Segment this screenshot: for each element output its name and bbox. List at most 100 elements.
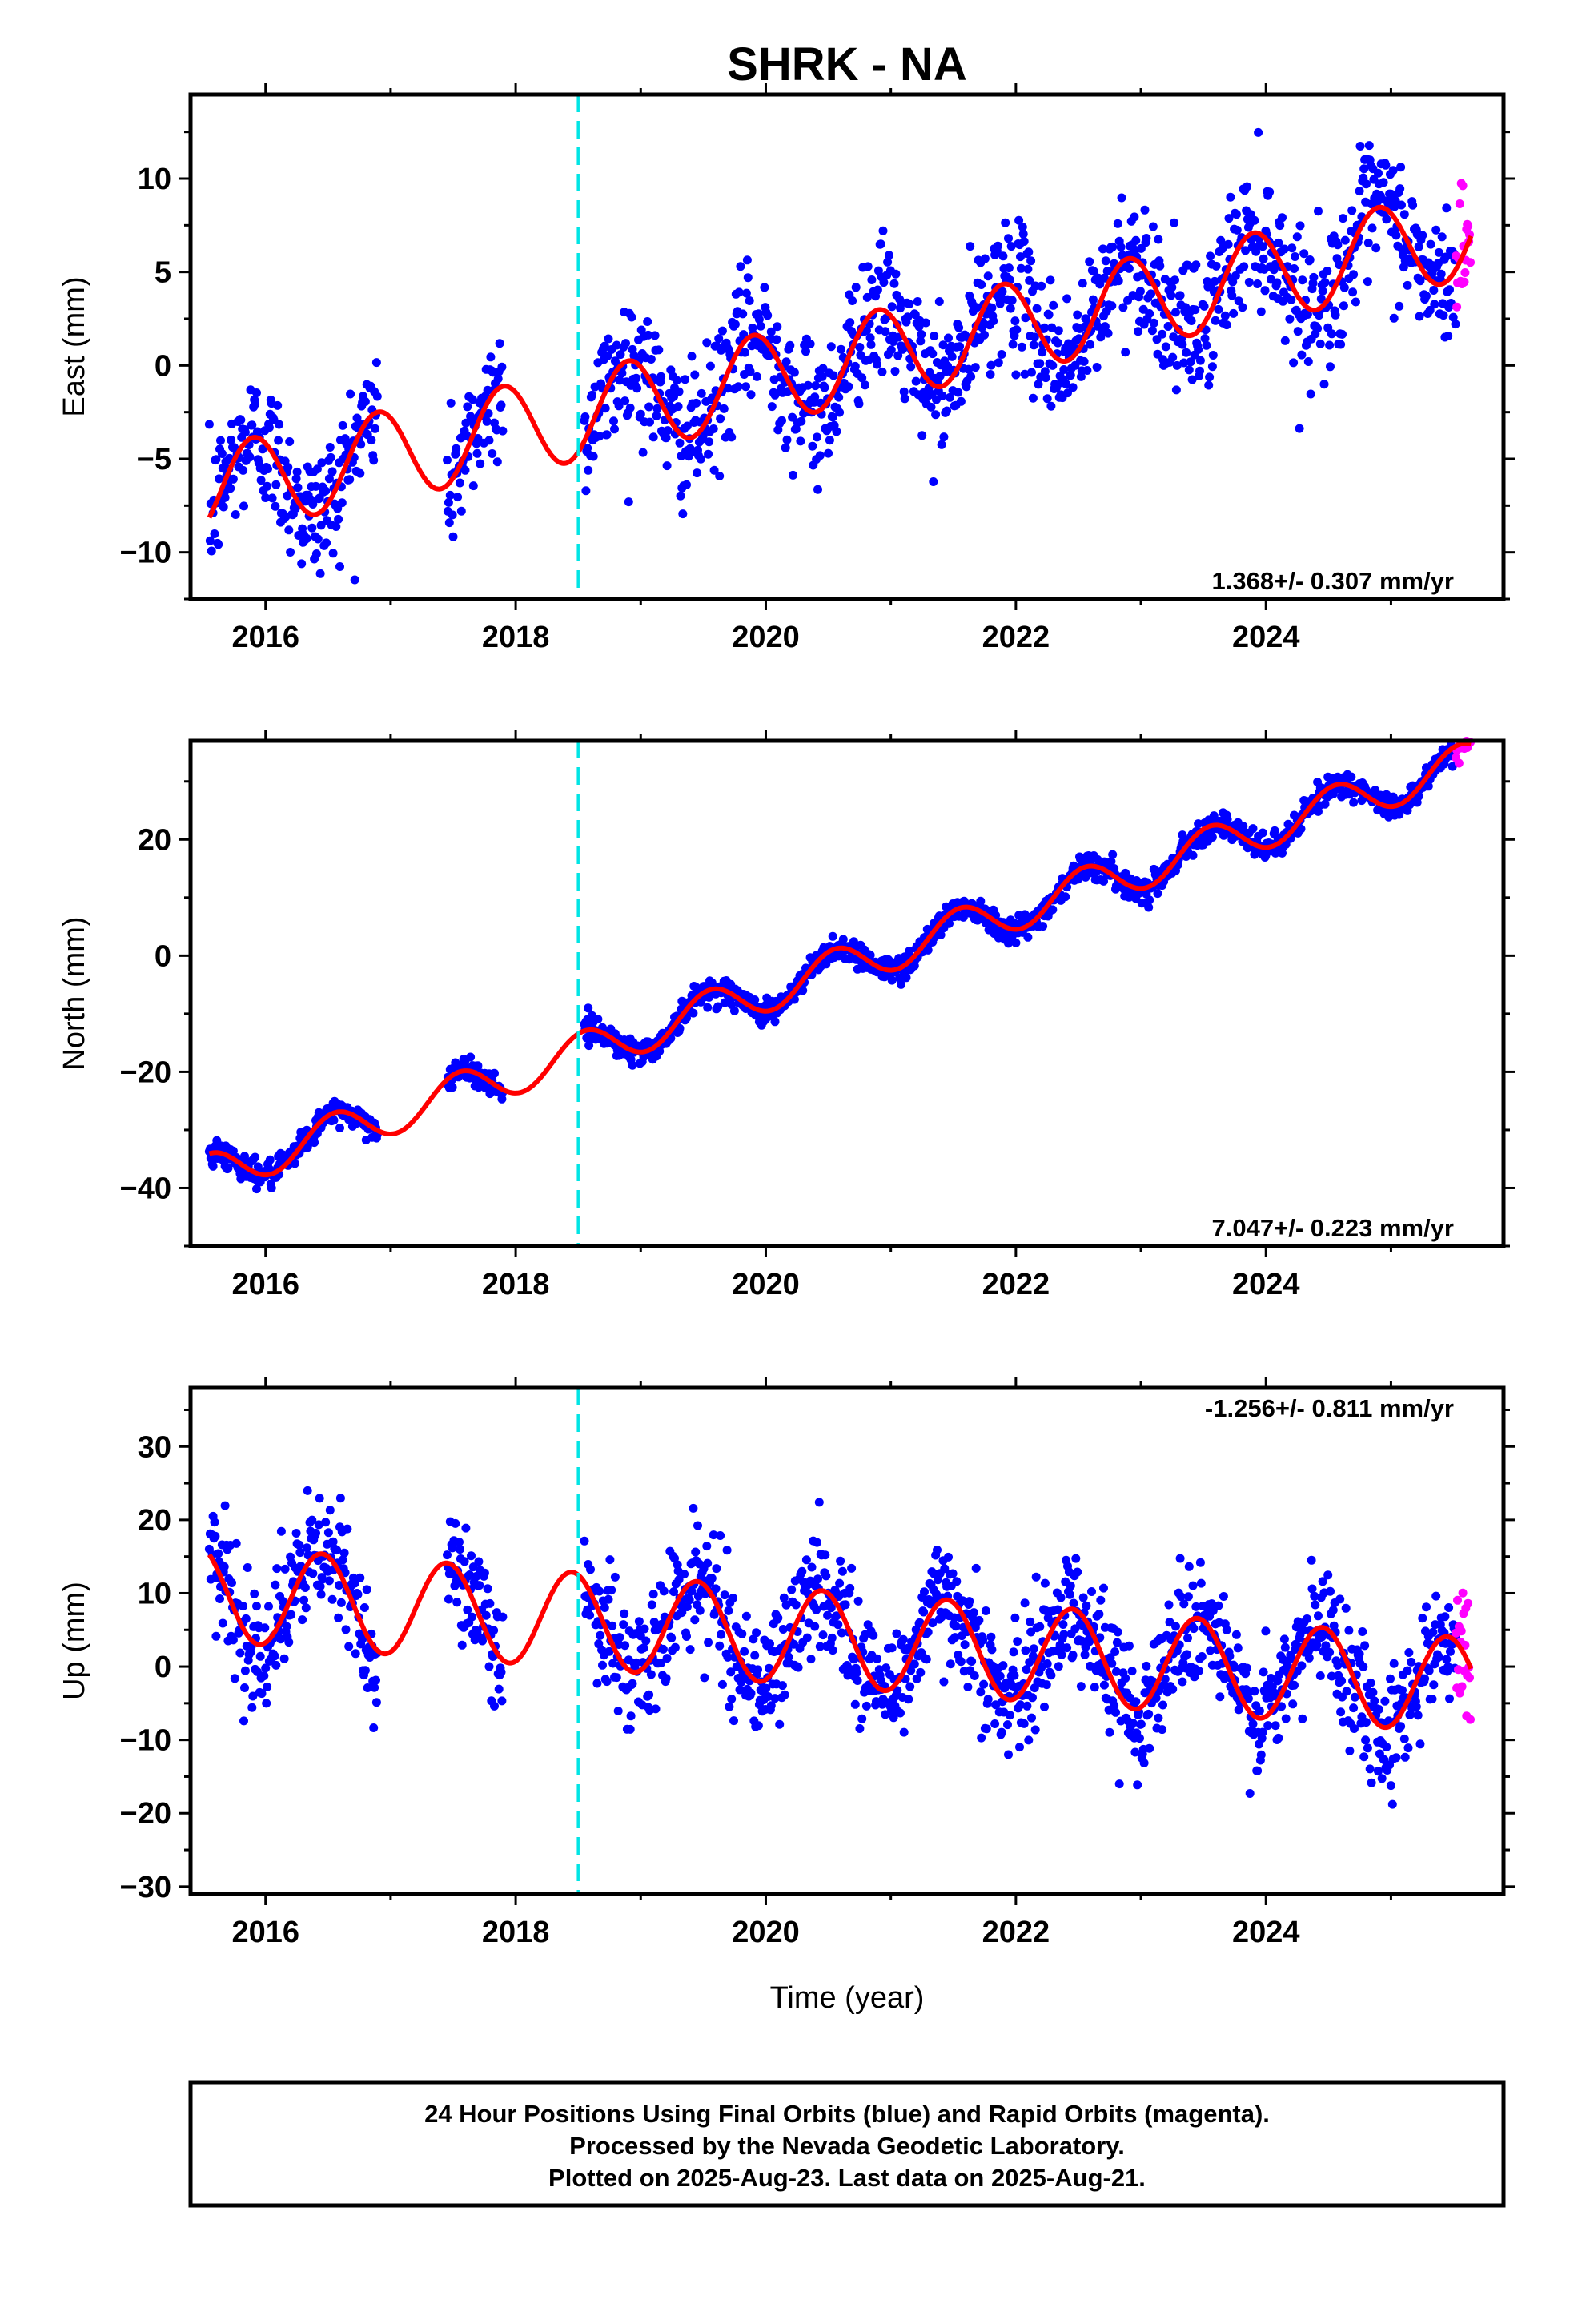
data-point — [781, 443, 790, 452]
data-point — [770, 1017, 780, 1027]
data-point — [247, 420, 257, 430]
data-point — [689, 1503, 698, 1513]
data-point — [1191, 1602, 1201, 1611]
data-point — [600, 404, 610, 413]
data-point — [208, 1161, 218, 1171]
data-point — [746, 390, 756, 400]
data-point — [733, 382, 743, 392]
data-point — [1005, 1711, 1014, 1720]
data-point — [641, 1636, 651, 1646]
data-point — [265, 1155, 275, 1164]
data-point — [825, 436, 834, 445]
data-point — [1379, 178, 1388, 187]
data-point — [1042, 1659, 1052, 1668]
data-point — [335, 1581, 344, 1590]
data-point — [837, 1566, 847, 1576]
data-point — [1068, 383, 1078, 392]
data-point — [239, 501, 248, 511]
data-point — [729, 1716, 738, 1726]
data-point — [1238, 303, 1247, 312]
data-point — [227, 435, 236, 444]
data-point — [739, 330, 749, 340]
data-point — [1431, 225, 1441, 235]
data-point — [1111, 1667, 1121, 1676]
data-point — [1140, 205, 1150, 215]
data-point — [299, 1595, 308, 1605]
data-point — [857, 1714, 867, 1723]
data-point — [345, 475, 355, 485]
data-point — [1323, 1570, 1333, 1580]
data-point — [220, 493, 230, 502]
data-point — [1263, 1721, 1273, 1731]
model-fit-line — [208, 741, 1472, 1178]
data-point — [1195, 1666, 1203, 1675]
data-point — [750, 1651, 760, 1660]
data-point — [944, 1552, 953, 1562]
data-point — [954, 388, 963, 397]
data-point — [662, 461, 672, 471]
data-point — [951, 1622, 961, 1631]
data-point — [983, 271, 993, 281]
data-point — [609, 416, 618, 426]
data-point — [1382, 1743, 1391, 1751]
data-point — [1342, 1687, 1351, 1696]
data-point — [950, 1633, 960, 1642]
data-point — [833, 1620, 843, 1630]
data-point — [1062, 380, 1071, 388]
x-tick-label: 2016 — [231, 621, 299, 654]
data-point — [461, 1523, 471, 1533]
data-point — [754, 315, 764, 324]
data-point — [867, 275, 877, 284]
data-point — [849, 1655, 858, 1664]
data-point — [661, 1674, 671, 1683]
data-point — [693, 468, 702, 478]
data-point — [1429, 286, 1439, 295]
data-point — [1214, 304, 1223, 314]
data-point — [1026, 1617, 1035, 1626]
data-point — [358, 1634, 367, 1644]
data-point — [1049, 300, 1058, 310]
data-point — [1079, 356, 1089, 366]
data-point — [1168, 352, 1178, 362]
data-point — [446, 398, 456, 408]
data-point — [1178, 1677, 1187, 1687]
data-point — [1333, 240, 1343, 250]
data-point — [1298, 275, 1307, 285]
data-point — [995, 299, 1005, 308]
data-point — [595, 1586, 604, 1596]
data-point — [820, 383, 829, 392]
data-point — [452, 444, 461, 453]
data-point — [298, 1615, 307, 1625]
data-point — [1163, 322, 1173, 331]
data-point — [1250, 215, 1259, 225]
data-point — [211, 1631, 221, 1641]
data-point — [1275, 221, 1285, 231]
y-tick-label: −20 — [120, 1055, 171, 1089]
data-point — [965, 1597, 974, 1606]
data-point — [1398, 1686, 1407, 1695]
data-point — [1003, 1720, 1012, 1730]
data-point — [801, 347, 810, 356]
data-point — [1287, 243, 1297, 253]
data-point — [1225, 1651, 1235, 1661]
data-point — [980, 330, 989, 340]
data-point — [1131, 1697, 1141, 1707]
data-point — [1408, 200, 1418, 210]
data-point — [1014, 215, 1024, 225]
data-point — [1009, 1647, 1018, 1657]
data-point — [1258, 242, 1267, 251]
data-point — [468, 395, 477, 404]
data-point — [632, 1658, 641, 1667]
data-point — [981, 1606, 990, 1615]
data-point — [956, 1657, 966, 1667]
data-point — [1223, 814, 1232, 824]
data-point — [1199, 301, 1209, 311]
data-point — [773, 1613, 783, 1622]
data-point — [921, 1655, 931, 1664]
data-point — [1313, 324, 1323, 333]
data-point — [863, 262, 873, 271]
data-point — [1106, 857, 1116, 866]
data-point — [240, 428, 250, 437]
data-point — [970, 363, 980, 372]
data-point — [1336, 340, 1346, 349]
